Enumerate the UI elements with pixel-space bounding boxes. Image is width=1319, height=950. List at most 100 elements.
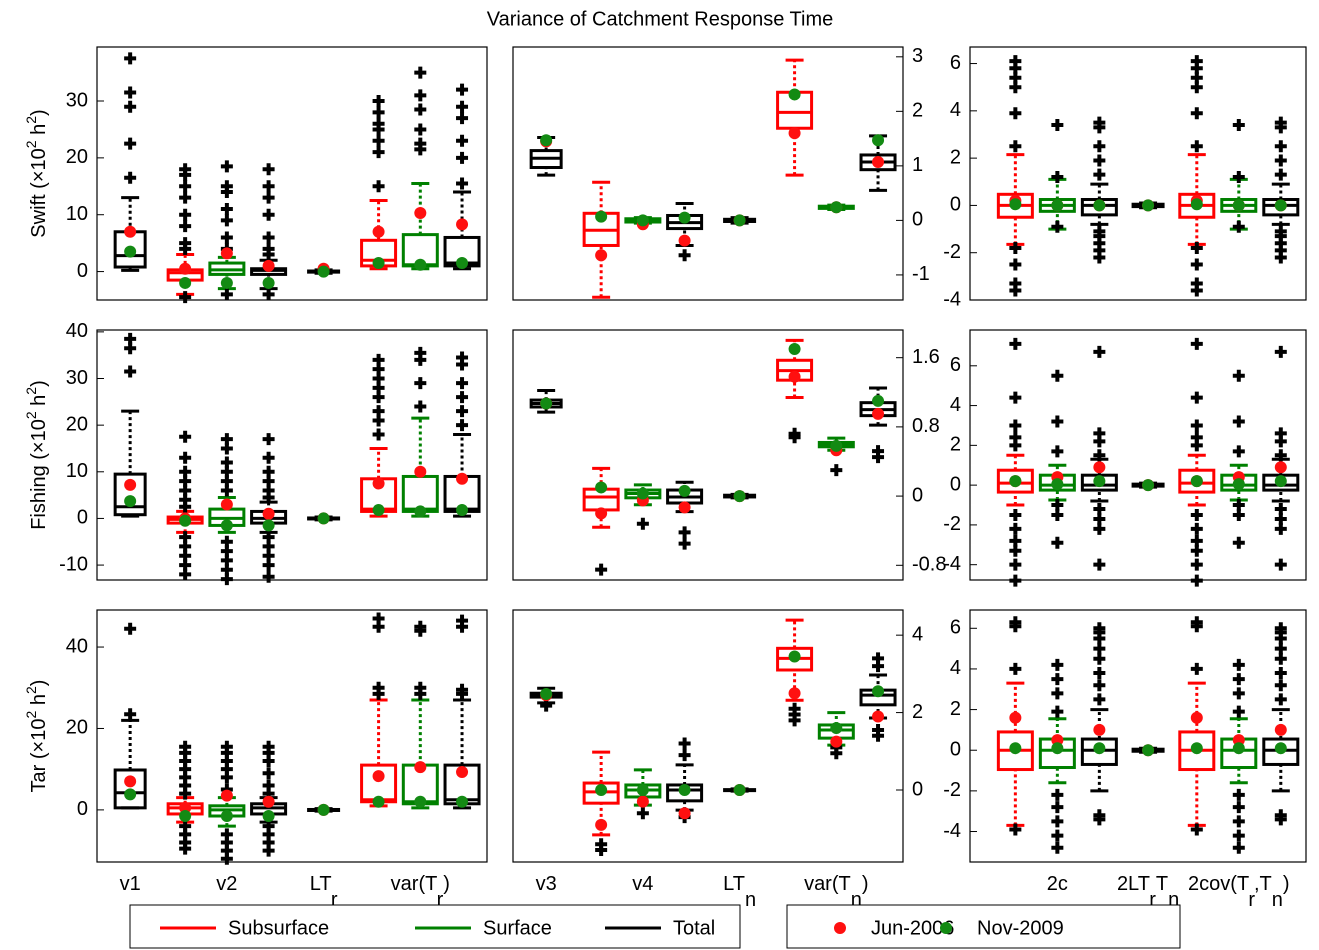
sample-point [262, 795, 275, 808]
x-tick-label: v2 [216, 873, 237, 895]
outlier [1232, 829, 1245, 842]
x-tick-label-part: LT [723, 873, 745, 895]
box [113, 768, 147, 810]
outlier [1009, 241, 1022, 254]
outlier [372, 681, 385, 694]
outlier [262, 163, 275, 176]
sample-point [262, 519, 275, 532]
sample-point [456, 766, 469, 779]
outlier [456, 391, 469, 404]
x-tick-label: var(Tr) [391, 873, 450, 911]
outlier [1274, 502, 1287, 515]
outlier [179, 531, 192, 544]
y-axis-label-superscript: 2 [23, 411, 39, 419]
y-tick-label: 40 [66, 635, 88, 657]
y-tick-label: 4 [912, 623, 923, 645]
outlier [1093, 154, 1106, 167]
outlier [1009, 140, 1022, 153]
sample-point [1274, 723, 1287, 736]
outlier [124, 86, 137, 99]
outlier [1232, 171, 1245, 184]
outlier [414, 346, 427, 359]
sample-point [372, 504, 385, 517]
sample-point [262, 276, 275, 289]
sample-point [1190, 198, 1203, 211]
outlier [220, 456, 233, 469]
outlier [636, 807, 649, 820]
sample-point [788, 370, 801, 383]
sample-point [456, 795, 469, 808]
sample-point [540, 134, 553, 147]
y-axis-label-superscript: 2 [23, 116, 39, 124]
outlier [262, 779, 275, 792]
sample-point [830, 201, 843, 214]
sample-point [788, 88, 801, 101]
outlier [1190, 616, 1203, 629]
sample-point [788, 343, 801, 356]
y-tick-label: -4 [943, 553, 961, 575]
outlier [220, 535, 233, 548]
x-tick-label-subscript: r [1149, 889, 1156, 911]
x-tick-label-part: var(T [391, 873, 437, 895]
sample-point [220, 247, 233, 260]
sample-point [1093, 199, 1106, 212]
outlier [1190, 140, 1203, 153]
sample-point [1093, 475, 1106, 488]
sample-point [372, 257, 385, 270]
sample-point [414, 761, 427, 774]
sample-point [1009, 198, 1022, 211]
y-axis-label-superscript: 2 [23, 140, 39, 148]
legend-label: Subsurface [228, 917, 329, 939]
sample-point [788, 650, 801, 663]
sample-point [830, 735, 843, 748]
outlier [1274, 140, 1287, 153]
sample-point [1274, 742, 1287, 755]
outlier [179, 740, 192, 753]
outlier [262, 231, 275, 244]
outlier [1051, 369, 1064, 382]
y-tick-label: 0 [950, 473, 961, 495]
sample-point [124, 225, 137, 238]
sample-point [872, 407, 885, 420]
outlier [414, 66, 427, 79]
outlier [872, 724, 885, 736]
x-tick-label-part: 2c [1047, 873, 1068, 895]
y-tick-label: 2 [950, 434, 961, 456]
sample-point [179, 262, 192, 275]
y-axis-label-part: h [28, 124, 50, 141]
y-tick-label: 2 [950, 146, 961, 168]
plot-frame [969, 46, 1307, 301]
y-tick-label: -2 [943, 513, 961, 535]
y-axis-label-part: Tar (×10 [28, 719, 50, 793]
outlier [414, 620, 427, 633]
outlier [220, 828, 233, 841]
outlier [1009, 616, 1022, 629]
outlier [1093, 140, 1106, 153]
outlier [220, 160, 233, 173]
outlier [1051, 841, 1064, 854]
outlier [179, 465, 192, 478]
y-axis-label-part: h [28, 694, 50, 711]
outlier [414, 681, 427, 694]
x-tick-label-part: ) [862, 873, 869, 895]
y-tick-label: 20 [66, 413, 88, 435]
outlier [262, 180, 275, 193]
box [1080, 737, 1118, 766]
sample-point [636, 795, 649, 808]
outlier [372, 146, 385, 159]
sample-point [1274, 461, 1287, 474]
x-tick-label-subscript: n [1272, 889, 1283, 911]
box [113, 472, 147, 517]
outlier [1009, 391, 1022, 404]
y-tick-label: -4 [943, 288, 961, 310]
plot-frame [96, 329, 488, 581]
outlier [1190, 534, 1203, 547]
outlier [1009, 534, 1022, 547]
y-tick-label: -2 [943, 779, 961, 801]
outlier [262, 288, 275, 301]
outlier [262, 820, 275, 833]
outlier [1051, 171, 1064, 184]
y-tick-label: -1 [912, 263, 930, 285]
outlier [1051, 658, 1064, 671]
outlier [1009, 107, 1022, 120]
